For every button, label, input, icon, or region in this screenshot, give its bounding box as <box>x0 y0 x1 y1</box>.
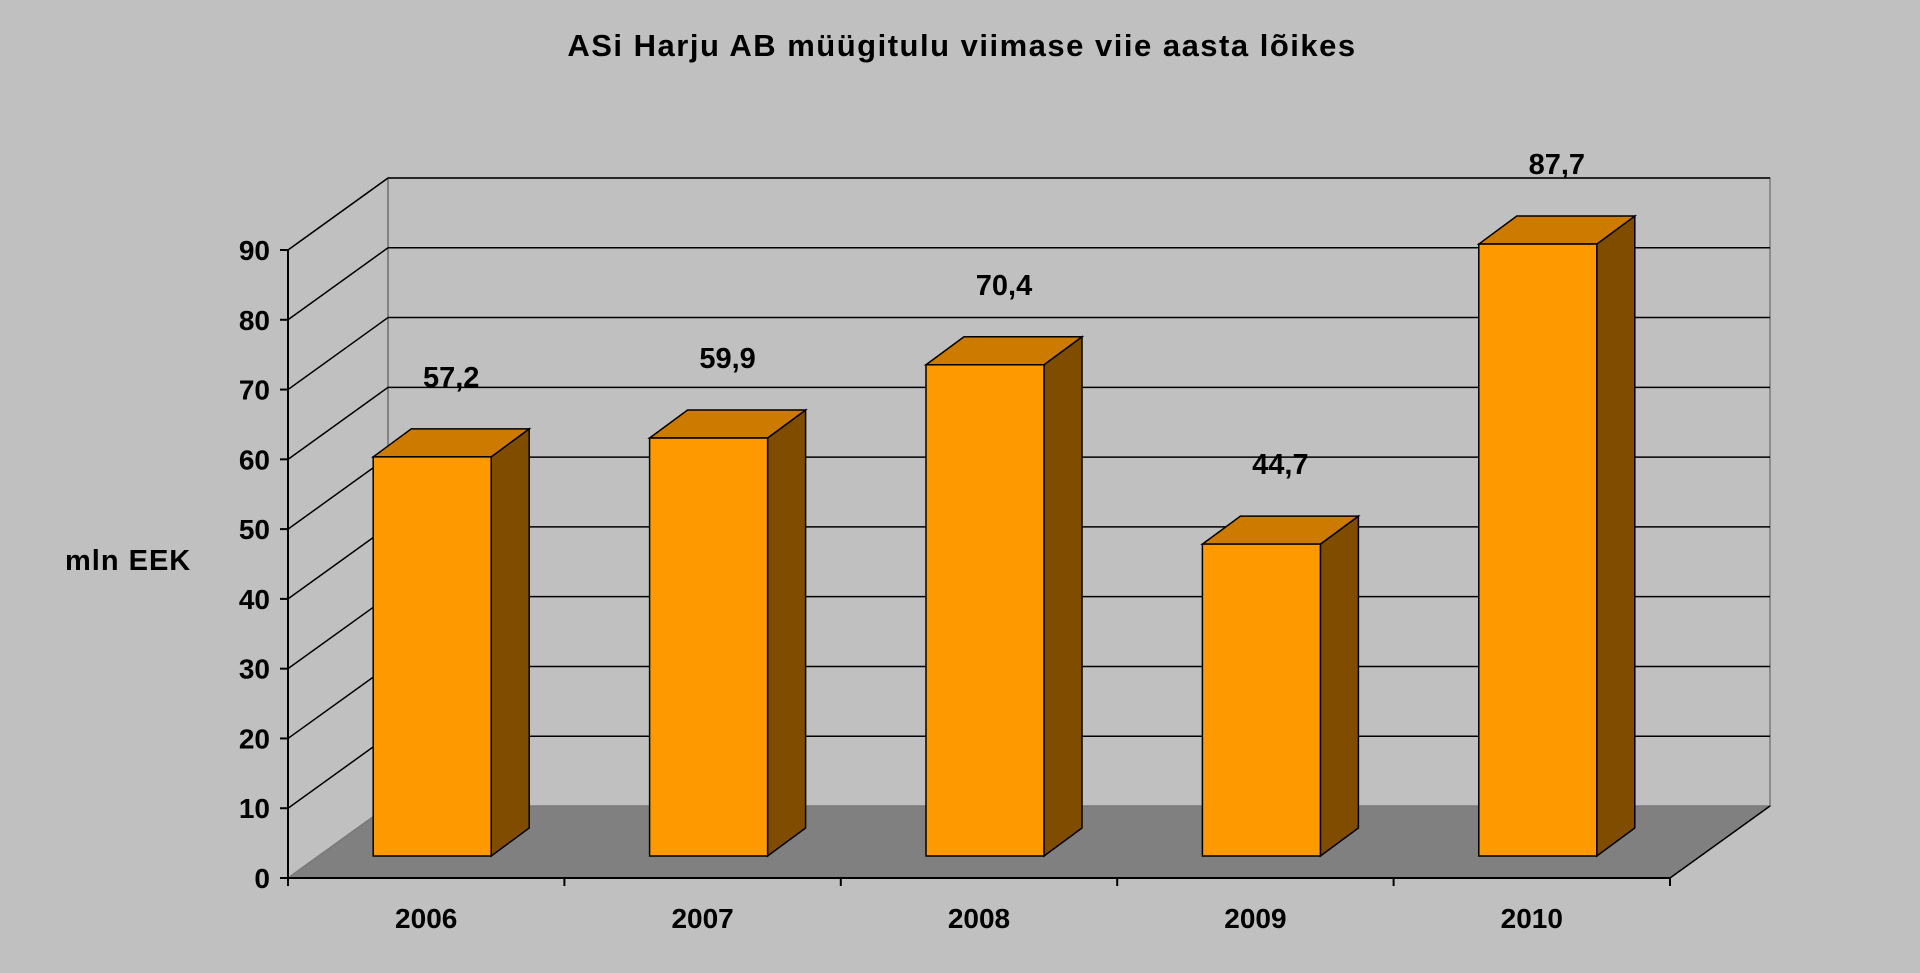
bar-2008 <box>923 335 1085 858</box>
y-tick-label: 30 <box>239 654 270 685</box>
y-tick-label: 50 <box>239 514 270 545</box>
data-label: 59,9 <box>699 343 755 375</box>
bar-2009 <box>1200 514 1361 858</box>
floor-edge <box>1669 805 1771 879</box>
data-label: 57,2 <box>423 362 479 394</box>
x-tick-label: 2010 <box>1501 903 1563 934</box>
y-tick-label: 10 <box>239 793 270 824</box>
x-tick-label: 2009 <box>1224 903 1286 934</box>
chart-title: ASi Harju AB müügitulu viimase viie aast… <box>567 28 1356 63</box>
gridline-side <box>287 596 389 670</box>
bar-front-face <box>372 456 492 857</box>
y-tick-label: 0 <box>254 863 270 894</box>
bar-side-face <box>1596 214 1636 858</box>
x-tick-label: 2006 <box>395 903 457 934</box>
gridline-side <box>287 735 389 809</box>
bar-2006 <box>370 427 532 858</box>
y-tick-label: 90 <box>239 235 270 266</box>
data-label: 87,7 <box>1529 149 1585 181</box>
bar-front-face <box>1201 543 1322 857</box>
y-tick-label: 20 <box>239 723 270 754</box>
bar-side-face <box>766 408 807 858</box>
x-tick-labels: 2006 2007 2008 2009 2010 <box>395 903 1563 934</box>
bar-front-face <box>1478 243 1598 857</box>
gridline-side <box>287 665 389 740</box>
gridline-side <box>287 177 389 251</box>
bars <box>370 214 1638 858</box>
y-tick-label: 60 <box>239 444 270 475</box>
bar-front-face <box>925 364 1045 857</box>
axes <box>280 249 1771 886</box>
gridline-side <box>287 526 389 600</box>
bar-side-face <box>1043 335 1083 858</box>
x-tick-label: 2007 <box>671 903 733 934</box>
gridline-side <box>287 247 389 321</box>
y-tick-label: 40 <box>239 584 270 615</box>
bar-front-face <box>648 437 769 857</box>
data-labels: 57,2 59,9 70,4 44,7 87,7 <box>423 149 1585 481</box>
data-label: 44,7 <box>1252 449 1308 481</box>
x-tick-label: 2008 <box>948 903 1010 934</box>
bar-side-face <box>1319 514 1360 858</box>
y-tick-label: 80 <box>239 305 270 336</box>
bar-2010 <box>1476 214 1638 858</box>
bar-2007 <box>647 408 808 858</box>
y-tick-label: 70 <box>239 375 270 406</box>
data-label: 70,4 <box>976 270 1032 302</box>
y-axis-title: mln EEK <box>65 545 191 577</box>
bar-side-face <box>490 427 530 858</box>
y-tick-labels: 0 10 20 30 40 50 60 70 80 90 <box>239 235 270 894</box>
gridline-side <box>287 456 389 530</box>
gridline-side <box>287 316 389 391</box>
gridline-side <box>287 386 389 460</box>
